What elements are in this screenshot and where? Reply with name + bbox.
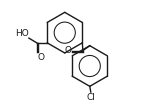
Text: HO: HO xyxy=(15,29,28,38)
Text: Cl: Cl xyxy=(86,93,95,102)
Text: O: O xyxy=(37,53,44,62)
Text: O: O xyxy=(65,46,72,55)
